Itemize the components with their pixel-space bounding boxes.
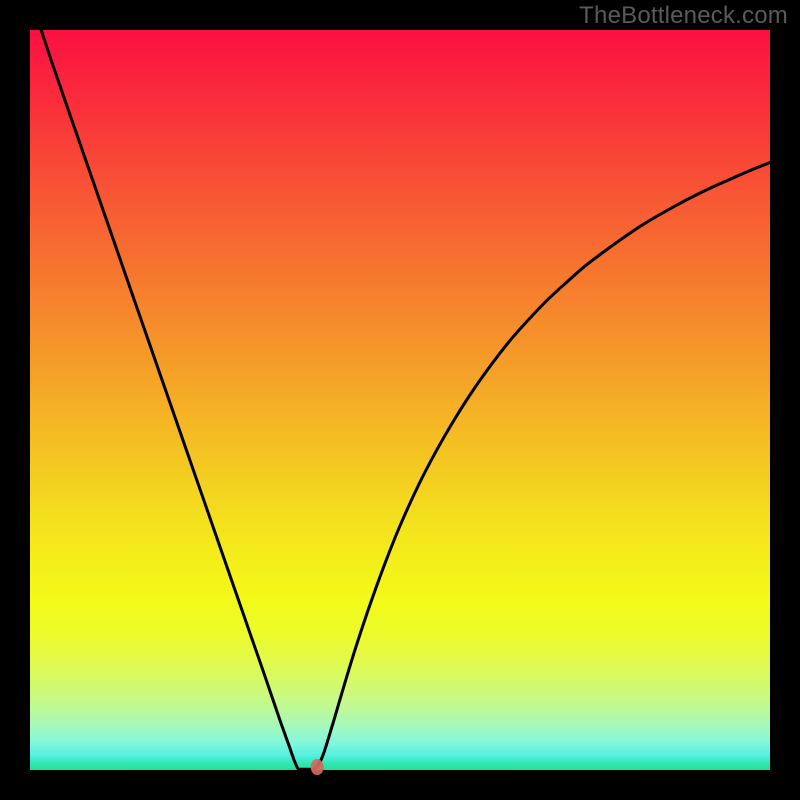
bottleneck-curve-chart — [0, 0, 800, 800]
minimum-marker — [311, 759, 324, 775]
watermark-text: TheBottleneck.com — [579, 2, 788, 30]
plot-background — [30, 30, 770, 770]
chart-container: TheBottleneck.com — [0, 0, 800, 800]
